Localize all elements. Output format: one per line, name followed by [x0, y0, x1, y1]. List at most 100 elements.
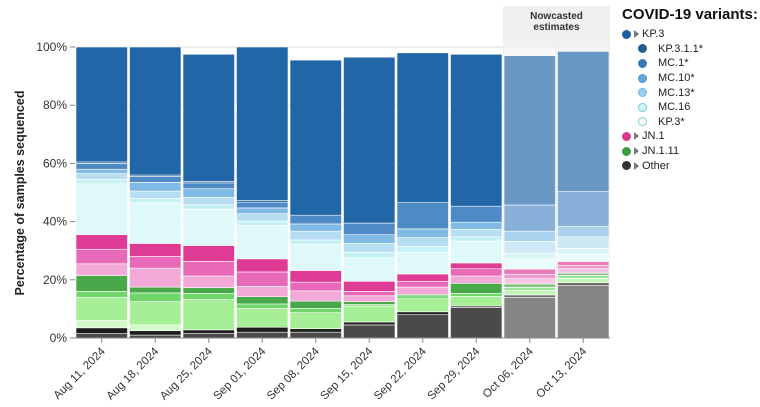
bar-segment-jn1_a [75, 263, 128, 276]
bar-segment-mc10 [396, 228, 449, 238]
bar-segment-jn111_c [182, 293, 235, 300]
legend-item[interactable]: KP.3 [622, 27, 760, 42]
bar-segment-other_a [75, 333, 128, 339]
bar-segment-mc10 [182, 188, 235, 198]
legend-item[interactable]: KP.3* [622, 115, 760, 130]
y-tick-label: 60% [43, 156, 67, 170]
bar-segment-mc10 [129, 182, 182, 192]
nowcast-label-line-1: Nowcasted [530, 11, 583, 22]
bar-segment-jn1_a [450, 275, 503, 284]
bar-segment-mc1 [236, 201, 289, 209]
x-tick-label: Sep 22, 2024 [372, 345, 429, 402]
legend-item[interactable]: MC.10* [622, 71, 760, 86]
bar-segment-kp3 [343, 56, 396, 224]
legend-swatch-icon [622, 131, 631, 141]
legend: COVID-19 variants: KP.3 KP.3.1.1* MC.1* MC.… [622, 6, 760, 173]
expand-triangle-icon[interactable] [634, 30, 639, 39]
bar-segment-mc13 [75, 173, 128, 180]
legend-item[interactable]: JN.1 [622, 129, 760, 144]
bar-segment-mc1 [557, 191, 610, 227]
bar-segment-other_b [75, 327, 128, 334]
bar-segment-jn111_d [289, 300, 342, 309]
bar-segment-other_b [343, 321, 396, 326]
bar-segment-jn111_c [396, 295, 449, 300]
legend-label: MC.16 [658, 101, 691, 114]
bar-segment-other_a [289, 331, 342, 339]
expand-triangle-icon[interactable] [634, 161, 639, 170]
legend-items: KP.3 KP.3.1.1* MC.1* MC.10* MC.13* MC.16 KP.3*… [622, 27, 760, 173]
bar-segment-jn1_b [289, 281, 342, 292]
bar-segment-kp3_d [343, 251, 396, 259]
bar-segment-jn111_c [129, 292, 182, 302]
bar-segment-kp3 [396, 52, 449, 203]
legend-label: KP.3* [658, 115, 685, 128]
bar-segment-jn111_d [343, 301, 396, 305]
y-tick-label: 80% [43, 98, 67, 112]
y-axis-label: Percentage of samples sequenced [13, 91, 27, 296]
x-tick-label: Sep 15, 2024 [319, 345, 376, 402]
bar-segment-kp3 [503, 55, 556, 206]
nowcast-fade [557, 47, 609, 338]
bar-segment-mc13 [182, 197, 235, 206]
legend-swatch-icon [638, 58, 647, 68]
legend-swatch-icon [638, 73, 647, 83]
bar-segment-jn1_b [236, 271, 289, 287]
bar-segment-jn111_d [182, 287, 235, 294]
bar-segment-jn1_a [396, 286, 449, 295]
bar-segment-other_a [182, 333, 235, 339]
bar-segment-jn111_d [129, 286, 182, 294]
bar-segment-jn111_b [236, 308, 289, 328]
expand-triangle-icon[interactable] [634, 132, 639, 141]
bar-segment-other_b [182, 329, 235, 334]
legend-item[interactable]: KP.3.1.1* [622, 42, 760, 57]
bar-segment-kp3_d [450, 236, 503, 242]
bar-segment-jn1_b [343, 291, 396, 297]
bar-segment-mc1 [289, 214, 342, 225]
y-tick-label: 40% [43, 215, 67, 229]
bar-segment-kp3_d [129, 198, 182, 203]
x-tick-label: Sep 01, 2024 [212, 345, 269, 402]
bar-segment-jn111_b [289, 312, 342, 329]
legend-item[interactable]: Other [622, 158, 760, 173]
bar-segment-jn111_d [236, 296, 289, 305]
bar-segment-kp3_c [182, 208, 235, 246]
bar-segment-other_a [503, 296, 556, 339]
y-tick-label: 20% [43, 273, 67, 287]
expand-triangle-icon[interactable] [634, 147, 639, 156]
bar-segment-jn1_b [75, 248, 128, 265]
bar-segment-kp3_c [129, 202, 182, 244]
bar-segment-other_a [450, 307, 503, 339]
legend-swatch-icon [622, 161, 631, 171]
bar-segment-kp3 [236, 46, 289, 201]
bar-segment-other_b [236, 326, 289, 333]
bar-segment-kp3_c [75, 183, 128, 235]
legend-item[interactable]: JN.1.11 [622, 144, 760, 159]
nowcast-label-line-2: estimates [533, 22, 580, 33]
legend-label: KP.3.1.1* [658, 42, 704, 55]
legend-item[interactable]: MC.16 [622, 100, 760, 115]
bar-segment-kp3_d [75, 179, 128, 185]
legend-swatch-icon [622, 146, 631, 156]
nowcast-overlay [504, 47, 609, 338]
bar-segment-mc10 [343, 234, 396, 244]
bar-segment-jn1_a [236, 286, 289, 297]
bar-segment-mc13 [343, 243, 396, 253]
bar-segment-other_b [289, 328, 342, 333]
bar-segment-kp3_c [236, 225, 289, 260]
bar-segment-kp3_d [396, 246, 449, 253]
bar-segment-kp3_d [289, 239, 342, 245]
bar-segment-jn1_c [396, 273, 449, 282]
bar-segment-mc1 [343, 222, 396, 235]
legend-item[interactable]: MC.1* [622, 56, 760, 71]
x-tick-label: Oct 13, 2024 [534, 345, 589, 400]
bar-segment-jn111_d [450, 282, 503, 294]
x-tick-label: Sep 29, 2024 [426, 345, 483, 402]
bar-segment-jn1_c [289, 270, 342, 283]
bar-segment-kp3 [450, 53, 503, 207]
legend-label: MC.13* [658, 86, 695, 99]
bar-segment-other_a [343, 324, 396, 339]
bar-segment-jn111_d [75, 275, 128, 292]
legend-item[interactable]: MC.13* [622, 85, 760, 100]
bar-segment-jn1_c [182, 245, 235, 262]
